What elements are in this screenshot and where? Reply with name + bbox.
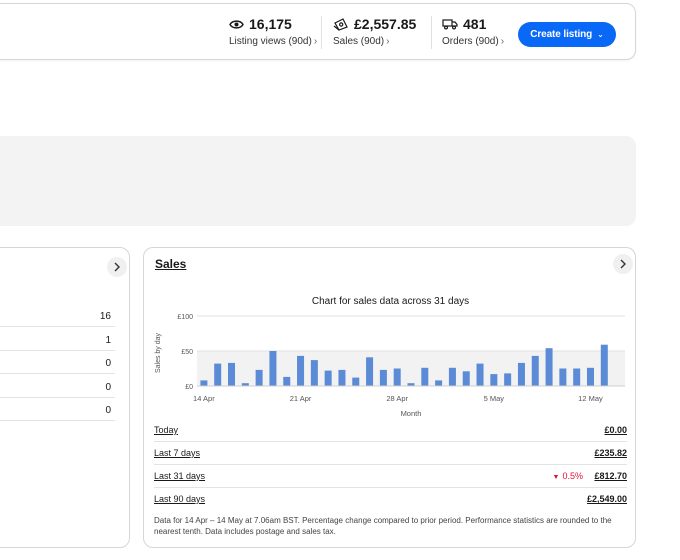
stat-row-90-days[interactable]: Last 90 days £2,549.00 bbox=[154, 488, 627, 511]
bar bbox=[338, 369, 346, 386]
sales-expand-button[interactable] bbox=[613, 254, 633, 274]
bar bbox=[559, 368, 567, 386]
row-value: 0 bbox=[105, 358, 111, 369]
chart-title: Chart for sales data across 31 days bbox=[311, 296, 470, 307]
stat-label[interactable]: Last 31 days bbox=[154, 471, 206, 481]
bar bbox=[462, 371, 470, 386]
list-item[interactable]: 16 bbox=[0, 304, 115, 327]
row-value: 16 bbox=[99, 311, 111, 322]
chevron-down-icon: ⌄ bbox=[597, 30, 604, 39]
down-triangle-icon: ▼ bbox=[552, 474, 560, 481]
bar bbox=[393, 368, 401, 386]
bar bbox=[476, 363, 484, 386]
chevron-right-icon: › bbox=[500, 36, 505, 47]
bar bbox=[545, 348, 553, 386]
bar bbox=[297, 355, 305, 386]
chevron-right-icon bbox=[620, 259, 626, 269]
expand-button[interactable] bbox=[107, 257, 127, 277]
bar bbox=[310, 360, 318, 386]
bar bbox=[407, 383, 415, 386]
chevron-right-icon: › bbox=[386, 36, 390, 47]
bar bbox=[573, 368, 581, 386]
divider bbox=[321, 16, 322, 49]
create-listing-button[interactable]: Create listing ⌄ bbox=[518, 22, 616, 47]
eye-icon bbox=[229, 19, 244, 29]
x-tick-label: 14 Apr bbox=[193, 394, 215, 403]
bar bbox=[490, 374, 498, 386]
change-indicator: ▼ 0.5% bbox=[553, 471, 583, 481]
bar bbox=[421, 367, 429, 386]
sales-card: Sales Chart for sales data across 31 day… bbox=[143, 247, 636, 548]
bar bbox=[531, 355, 539, 386]
bar bbox=[600, 344, 608, 386]
stat-value[interactable]: £0.00 bbox=[604, 425, 627, 435]
list-item[interactable]: 0 bbox=[0, 375, 115, 398]
list-item[interactable]: 1 bbox=[0, 328, 115, 351]
stat-label[interactable]: Last 7 days bbox=[154, 448, 201, 458]
stat-row-31-days[interactable]: Last 31 days ▼ 0.5% £812.70 bbox=[154, 465, 627, 488]
chevron-right-icon bbox=[114, 262, 120, 272]
bar bbox=[379, 369, 387, 386]
stat-value[interactable]: £2,549.00 bbox=[586, 494, 627, 504]
bar bbox=[448, 367, 456, 386]
orders-metric[interactable]: 481 Orders (90d) › bbox=[442, 15, 504, 47]
stat-value[interactable]: £812.70 bbox=[594, 471, 627, 481]
sales-value: £2,557.85 bbox=[354, 16, 417, 32]
bar bbox=[241, 383, 249, 386]
x-tick-label: 28 Apr bbox=[386, 394, 408, 403]
row-value: 1 bbox=[105, 335, 111, 346]
grey-banner bbox=[0, 136, 636, 226]
chevron-right-icon: › bbox=[313, 36, 318, 47]
bar bbox=[352, 377, 360, 386]
orders-label: Orders (90d) bbox=[442, 36, 499, 47]
bar bbox=[504, 373, 512, 386]
metrics-bar: 16,175 Listing views (90d) › £2,557.85 Sa… bbox=[0, 3, 636, 60]
bar bbox=[586, 367, 594, 386]
footnote: Data for 14 Apr – 14 May at 7.06am BST. … bbox=[154, 516, 612, 536]
bar bbox=[517, 362, 525, 386]
listing-views-value: 16,175 bbox=[249, 16, 292, 32]
create-listing-label: Create listing bbox=[530, 29, 593, 40]
row-value: 0 bbox=[105, 405, 111, 416]
x-tick-label: 21 Apr bbox=[290, 394, 312, 403]
listing-views-metric[interactable]: 16,175 Listing views (90d) › bbox=[229, 15, 317, 47]
stat-label[interactable]: Last 90 days bbox=[154, 494, 206, 504]
divider bbox=[431, 16, 432, 49]
x-axis-label: Month bbox=[401, 409, 422, 418]
stat-label[interactable]: Today bbox=[154, 425, 179, 435]
bar bbox=[366, 357, 374, 386]
plot-band bbox=[197, 351, 625, 386]
y-tick-label: £0 bbox=[185, 384, 193, 391]
x-tick-label: 12 May bbox=[578, 394, 603, 403]
row-value: 0 bbox=[105, 382, 111, 393]
list-item[interactable]: 0 bbox=[0, 351, 115, 374]
bar bbox=[228, 362, 236, 386]
stat-row-today[interactable]: Today £0.00 bbox=[154, 419, 627, 442]
bar bbox=[283, 376, 291, 386]
listing-views-label: Listing views (90d) bbox=[229, 36, 312, 47]
bar bbox=[200, 380, 208, 386]
bar bbox=[324, 370, 332, 386]
change-value: 0.5% bbox=[562, 471, 583, 481]
stat-value[interactable]: £235.82 bbox=[594, 448, 627, 458]
sales-metric[interactable]: £2,557.85 Sales (90d) › bbox=[333, 15, 416, 47]
money-icon bbox=[333, 17, 348, 31]
y-tick-label: £50 bbox=[181, 349, 193, 356]
list-item[interactable]: 0 bbox=[0, 398, 115, 421]
stat-row-7-days[interactable]: Last 7 days £235.82 bbox=[154, 442, 627, 465]
x-tick-label: 5 May bbox=[484, 394, 505, 403]
bar bbox=[255, 369, 263, 386]
y-axis-label: Sales by day bbox=[155, 332, 162, 373]
sales-label: Sales (90d) bbox=[333, 36, 385, 47]
orders-value: 481 bbox=[463, 16, 487, 32]
left-card: 16 1 0 0 0 bbox=[0, 247, 130, 548]
bar bbox=[269, 351, 277, 386]
bar bbox=[435, 380, 443, 386]
sales-chart: £0 £50 £100 Sales by day 14 Apr 21 Apr 28 Apr 5… bbox=[155, 314, 625, 418]
bar bbox=[214, 363, 222, 386]
sales-card-title[interactable]: Sales bbox=[155, 257, 187, 271]
truck-icon bbox=[442, 19, 458, 30]
y-tick-label: £100 bbox=[177, 314, 193, 321]
